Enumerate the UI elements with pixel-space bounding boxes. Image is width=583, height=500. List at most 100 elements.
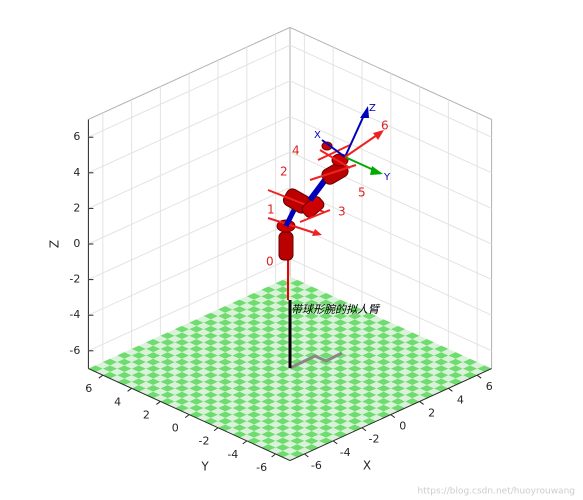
floor-tile [218, 345, 233, 353]
floor-tile [124, 368, 139, 376]
joint-label: 5 [358, 186, 366, 200]
floor-tile [239, 296, 254, 303]
floor-tile [218, 332, 233, 340]
joint-label: 1 [267, 203, 275, 217]
floor-tile [203, 312, 218, 320]
floor-tile [174, 358, 190, 366]
floor-tile [347, 398, 362, 405]
floor-tile [210, 421, 226, 428]
floor-tile [419, 385, 434, 392]
floor-tile [174, 404, 190, 412]
floor-tile [210, 394, 226, 402]
floor-tile [405, 332, 420, 340]
floor-tile [167, 368, 182, 376]
floor-tile [290, 444, 305, 451]
floor-tile [210, 329, 226, 336]
floor-tile [124, 362, 139, 369]
axes [87, 26, 493, 462]
floor-tile [362, 385, 377, 392]
y-tick [127, 387, 132, 392]
floor-tile [203, 325, 218, 333]
floor-tile [196, 316, 211, 323]
floor-tile [203, 378, 218, 386]
floor-tile [110, 362, 125, 369]
floor-tile [304, 306, 319, 313]
floor-tile [297, 362, 312, 369]
floor-tile [239, 309, 254, 317]
floor-tile [182, 394, 197, 402]
floor-tile [239, 329, 254, 336]
floor-tile [246, 293, 262, 300]
floor-tile [268, 329, 283, 336]
floor-tile [448, 352, 463, 359]
floor-tile [311, 329, 326, 336]
floor-tile [138, 375, 154, 382]
floor-tile [441, 348, 456, 356]
floor-tile [347, 339, 362, 346]
floor-tile [311, 421, 326, 428]
floor-tile [390, 339, 406, 346]
floor-tile [189, 385, 204, 392]
floor-tile [239, 342, 254, 349]
x-tick-label: -2 [369, 433, 380, 446]
floor-tile [470, 362, 485, 369]
floor-tile [369, 408, 384, 415]
floor-tile [268, 283, 283, 290]
floor-tile [160, 332, 175, 340]
floor-tile [239, 355, 254, 363]
floor-tile [239, 388, 254, 395]
floor-tile [297, 408, 312, 415]
floor-tile [210, 368, 226, 376]
floor-tile [174, 352, 190, 359]
floor-tile [182, 348, 197, 356]
floor-tile [232, 306, 247, 313]
y-tick-label: 2 [143, 408, 150, 421]
floor-tile [160, 352, 175, 359]
floor-tile [304, 385, 319, 392]
y-tick [156, 401, 161, 405]
z-tick-label: -6 [69, 344, 80, 357]
floor-tile [311, 289, 326, 297]
floor-tile [326, 408, 341, 415]
floor-tile [390, 385, 406, 392]
floor-tile [369, 316, 384, 323]
floor-tile [218, 306, 233, 313]
floor-tile [290, 398, 305, 405]
floor-tile [218, 398, 233, 405]
x-tick [332, 440, 338, 445]
floor-tile [182, 329, 197, 336]
floor-tile [376, 385, 391, 392]
floor-tile [182, 355, 197, 363]
floor-tile [254, 329, 269, 336]
floor-tile [405, 385, 420, 392]
z-tick-label: -2 [69, 273, 80, 286]
floor-tile [124, 355, 139, 363]
floor-tile [153, 375, 168, 382]
floor-tile [239, 414, 254, 422]
floor-tile [218, 325, 233, 333]
floor-tile [196, 362, 211, 369]
floor-tile [203, 385, 218, 392]
floor-tile [138, 348, 154, 356]
floor-tile [326, 316, 341, 323]
x-tick [361, 427, 367, 432]
floor-tile [167, 381, 182, 389]
y-axis-label: Y [200, 460, 209, 474]
floor-tile [304, 431, 319, 438]
floor-tile [124, 348, 139, 356]
floor-tile [167, 355, 182, 363]
floor-tile [203, 332, 218, 340]
x-tick-label: -6 [311, 459, 322, 472]
floor-tile [203, 319, 218, 326]
floor-tile [182, 401, 197, 409]
floor-tile [455, 355, 470, 363]
floor-tile [311, 316, 326, 323]
floor-tile [297, 329, 312, 336]
floor-tile [326, 362, 341, 369]
floor-tile [261, 293, 276, 300]
floor-tile [138, 388, 154, 395]
joint-0 [278, 231, 294, 261]
floor-tile [225, 408, 240, 415]
floor-tile [340, 375, 355, 382]
